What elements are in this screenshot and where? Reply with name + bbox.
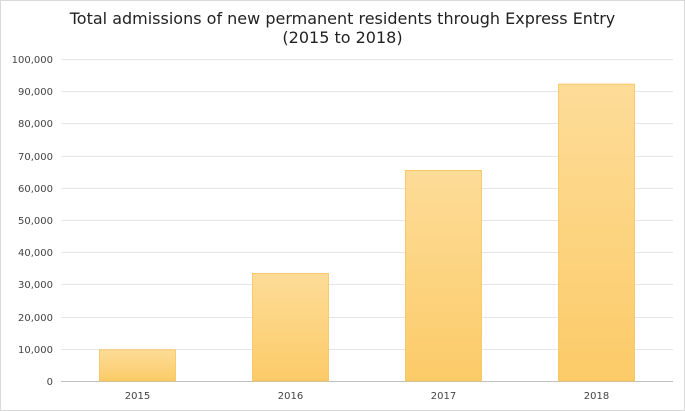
bar-2016 (252, 273, 329, 382)
x-tick-label: 2015 (125, 391, 150, 402)
x-tick-label: 2017 (431, 391, 456, 402)
y-tick-label: 50,000 (18, 216, 53, 227)
bar-2017 (405, 169, 482, 382)
y-tick-label: 10,000 (18, 345, 53, 356)
x-axis: 2015 2016 2017 2018 (125, 391, 609, 402)
chart-title: Total admissions of new permanent reside… (69, 9, 616, 28)
y-tick-label: 30,000 (18, 280, 53, 291)
y-axis: 0 10,000 20,000 30,000 40,000 50,000 60,000 70,… (12, 55, 53, 388)
y-tick-label: 60,000 (18, 184, 53, 195)
x-tick-label: 2018 (584, 391, 609, 402)
y-tick-label: 90,000 (18, 87, 53, 98)
y-tick-label: 100,000 (12, 55, 53, 66)
bar-2018 (558, 83, 635, 382)
y-tick-label: 40,000 (18, 248, 53, 259)
x-tick-label: 2016 (278, 391, 303, 402)
bars (99, 83, 635, 382)
chart-subtitle: (2015 to 2018) (282, 28, 403, 47)
y-tick-label: 0 (47, 377, 53, 388)
bar-2015 (99, 349, 176, 382)
y-tick-label: 20,000 (18, 313, 53, 324)
y-tick-label: 70,000 (18, 152, 53, 163)
y-tick-label: 80,000 (18, 119, 53, 130)
